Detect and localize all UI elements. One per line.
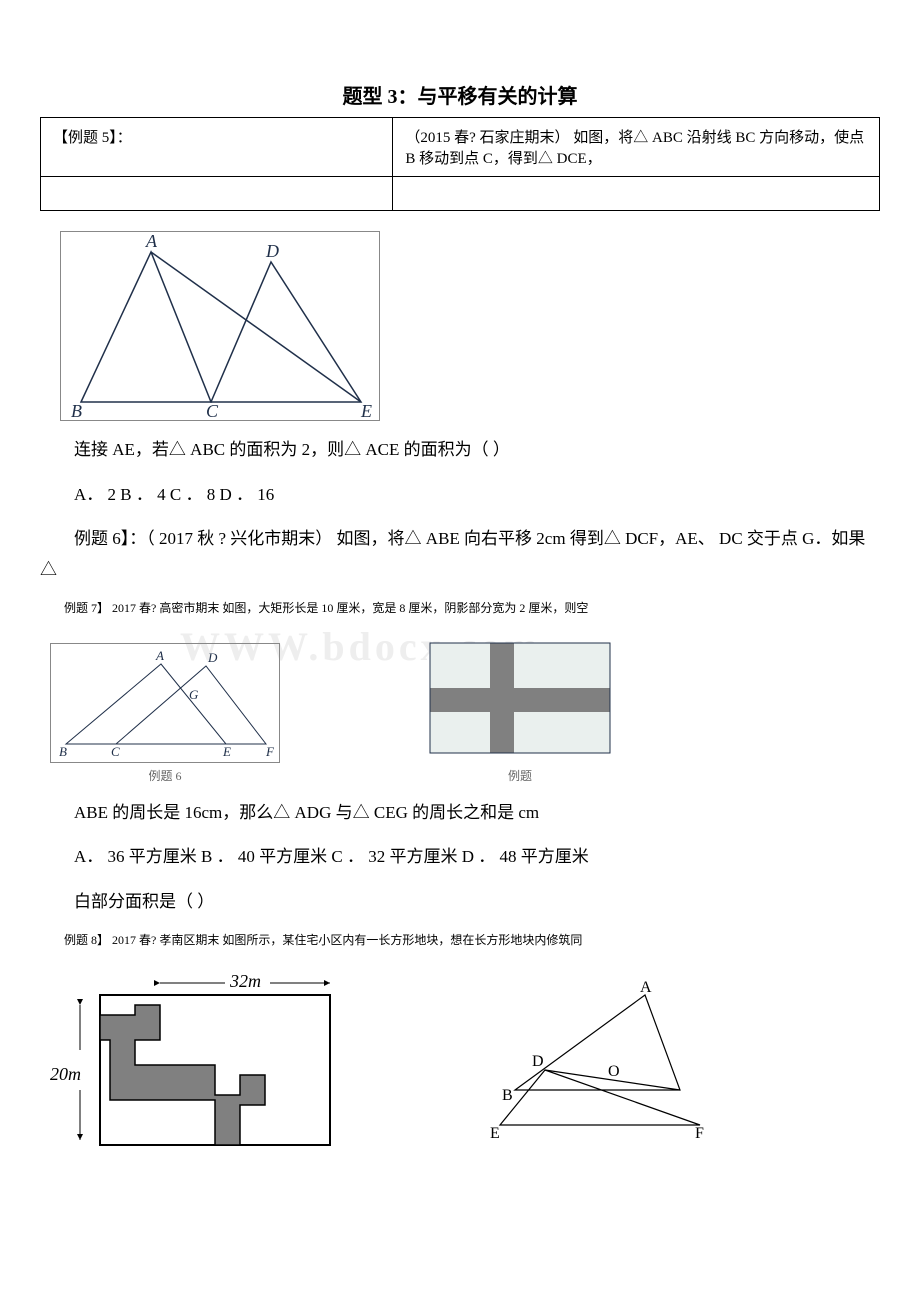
label-E: E — [360, 401, 372, 421]
figure-1: A D B C E — [60, 231, 880, 421]
q8-text: 例题 8】 2017 春? 孝南区期末 如图所示，某住宅小区内有一长方形地块，想… — [40, 931, 880, 950]
label-A2: A — [640, 980, 652, 996]
figure-9: A D O B E F — [490, 980, 710, 1150]
q5-choices: A． 2 B ． 4 C ． 8 D ． 16 — [40, 480, 880, 511]
label-B2: B — [502, 1087, 513, 1104]
q7-tail: 白部分面积是（ ） — [40, 887, 880, 918]
label-B: B — [71, 401, 82, 421]
figure-6-caption: 例题 6 — [50, 767, 280, 784]
figure-1-svg: A D B C E — [60, 231, 380, 421]
figure-9-svg: A D O B E F — [490, 980, 710, 1150]
label-A: A — [145, 231, 158, 251]
figure-8: 32m 20m — [40, 965, 350, 1165]
table-cell-right: （2015 春? 石家庄期末） 如图，将△ ABC 沿射线 BC 方向移动，使点… — [393, 118, 880, 177]
svg-text:G: G — [189, 687, 199, 702]
label-D2: D — [532, 1053, 544, 1070]
label-F: F — [695, 1125, 704, 1142]
section-title: 题型 3：与平移有关的计算 — [40, 80, 880, 109]
figure-7-caption: 例题 — [420, 767, 620, 784]
figure-6: A D G B C E F 例题 6 — [50, 643, 280, 784]
svg-text:D: D — [207, 650, 218, 665]
table-cell-left: 【例题 5】： — [41, 118, 393, 177]
q6-tail: ABE 的周长是 16cm，那么△ ADG 与△ CEG 的周长之和是 cm — [40, 798, 880, 829]
table-cell-empty — [393, 177, 880, 211]
figure-row-6-7: A D G B C E F 例题 6 例题 — [40, 633, 880, 784]
label-20m: 20m — [50, 1064, 81, 1084]
svg-text:C: C — [111, 744, 120, 759]
q7-text: 例题 7】 2017 春? 高密市期末 如图，大矩形长是 10 厘米，宽是 8 … — [40, 599, 880, 618]
q6-text: 例题 6】：（ 2017 秋 ? 兴化市期末） 如图，将△ ABE 向右平移 2… — [40, 524, 880, 585]
figure-7-svg — [420, 633, 620, 763]
example5-table: 【例题 5】： （2015 春? 石家庄期末） 如图，将△ ABC 沿射线 BC… — [40, 117, 880, 211]
label-D: D — [265, 241, 279, 261]
q7-choices: A． 36 平方厘米 B ． 40 平方厘米 C ． 32 平方厘米 D ． 4… — [40, 842, 880, 873]
svg-text:B: B — [59, 744, 67, 759]
svg-text:A: A — [155, 648, 164, 663]
figure-7: 例题 — [420, 633, 620, 784]
figure-8-svg: 32m 20m — [40, 965, 350, 1165]
figure-6-svg: A D G B C E F — [50, 643, 280, 763]
svg-text:F: F — [265, 744, 275, 759]
q5-text: 连接 AE，若△ ABC 的面积为 2，则△ ACE 的面积为（ ） — [40, 435, 880, 466]
svg-text:E: E — [222, 744, 231, 759]
label-C: C — [206, 401, 219, 421]
label-32m: 32m — [229, 971, 261, 991]
label-E2: E — [490, 1125, 500, 1142]
label-O: O — [608, 1063, 620, 1080]
table-cell-empty — [41, 177, 393, 211]
figure-row-8-9: 32m 20m A D O B E F — [40, 965, 880, 1165]
